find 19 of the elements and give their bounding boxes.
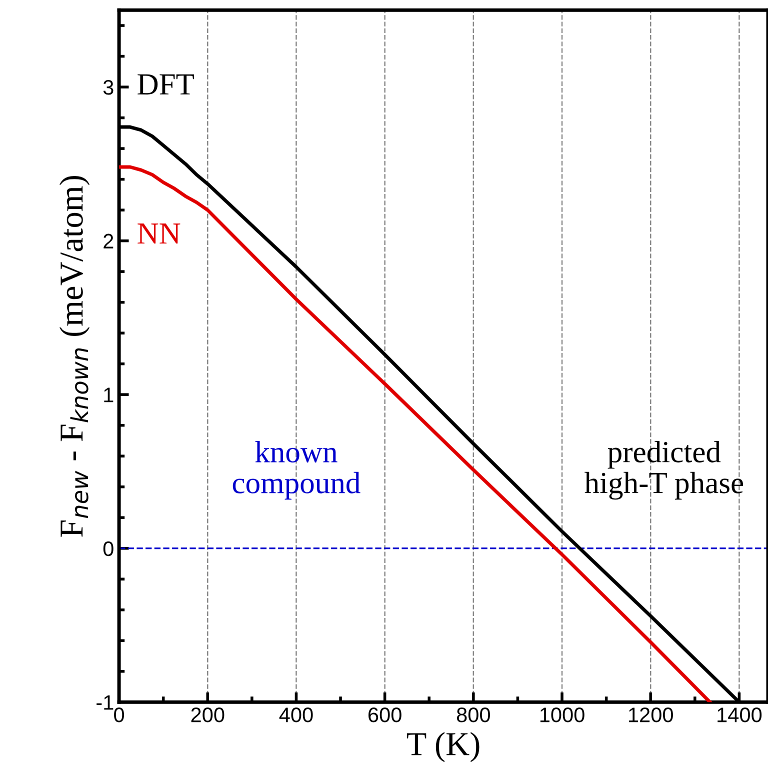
x-tick-label: 1200 [629,708,673,722]
x-axis-title: T (K) [406,732,480,762]
x-tick-label: 600 [368,708,402,722]
annotation: predicted high-T phase [584,440,744,500]
series-label: DFT [138,74,194,94]
x-tick-label: 800 [456,708,490,722]
x-tick-label: 400 [279,708,313,722]
y-tick-label: 2 [104,234,114,248]
y-tick-label: -1 [96,695,114,710]
annotation: known compound [232,441,360,500]
y-tick-label: 3 [103,80,114,95]
series-label: NN [138,224,180,244]
x-tick-label: 1000 [540,708,584,722]
y-axis-title: F$_{new}$ - F$_{known}$ (meV/atom) [59,176,90,537]
x-tick-label: 0 [114,708,124,722]
x-tick-label: 200 [191,708,224,722]
y-tick-label: 1 [104,388,114,402]
x-tick-label: 1400 [718,708,762,722]
y-tick-label: 0 [103,541,114,556]
